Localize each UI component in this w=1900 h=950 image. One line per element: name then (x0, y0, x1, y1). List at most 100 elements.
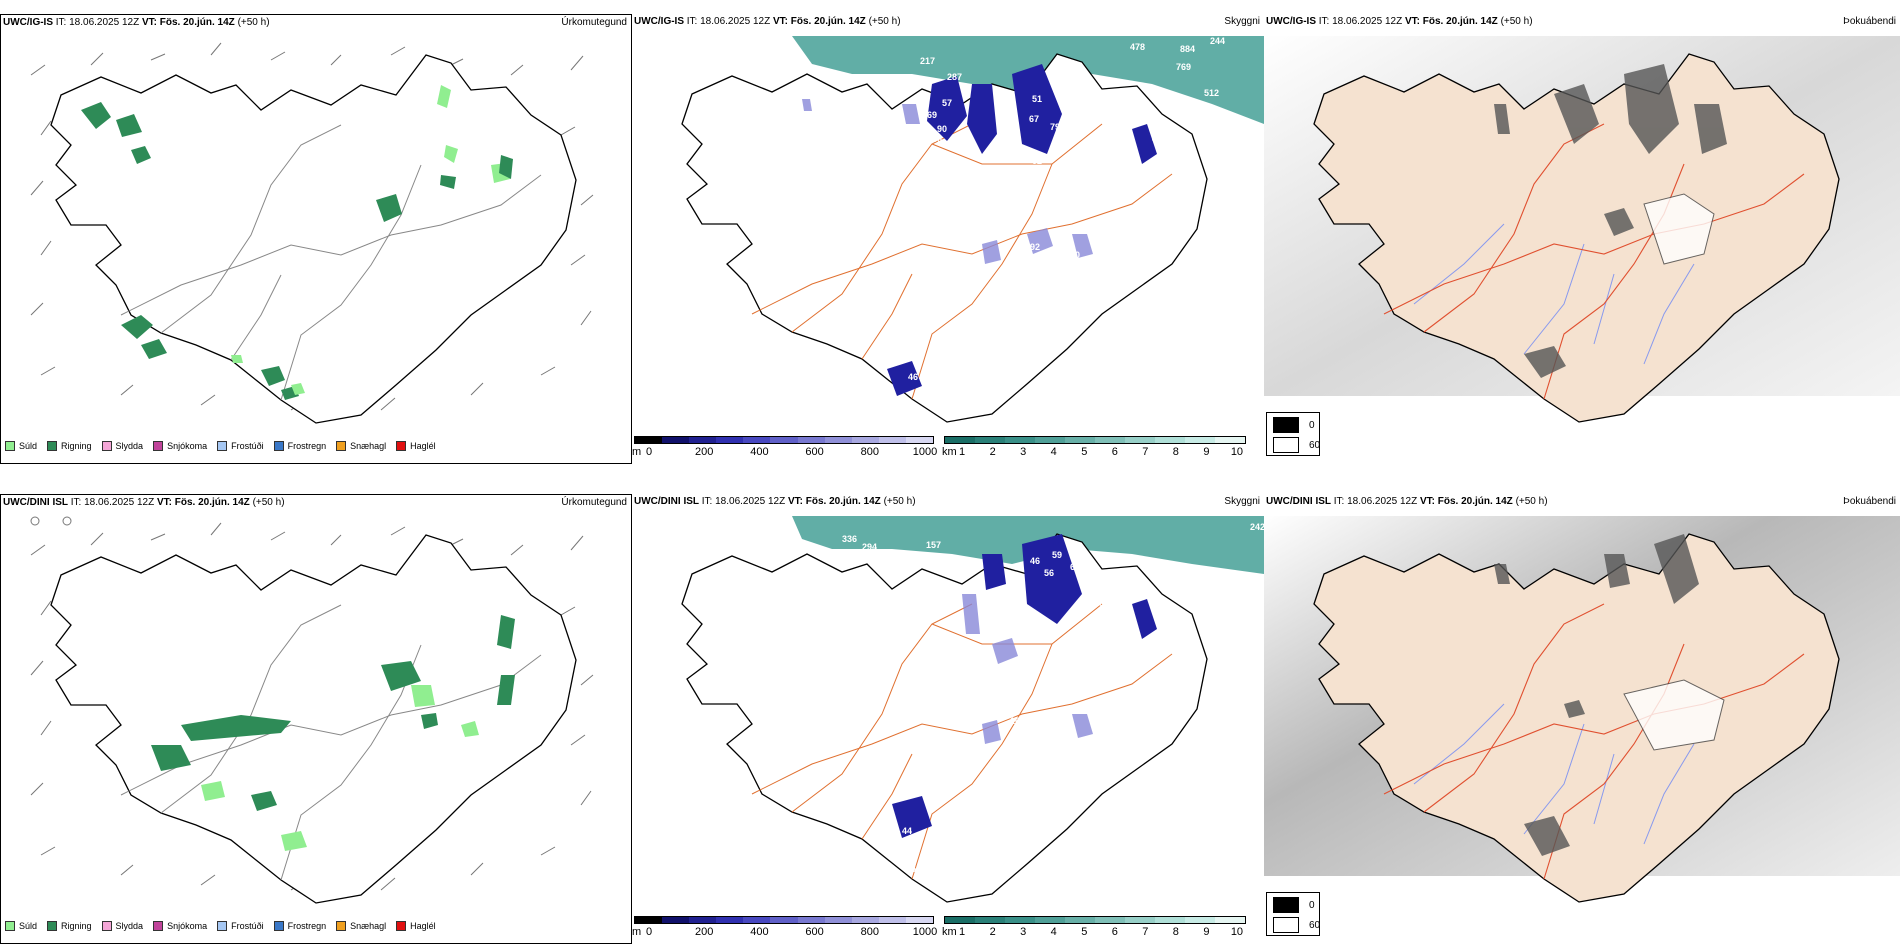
colorbar-tick: 2 (989, 446, 996, 458)
legend-item: Súld (5, 921, 37, 931)
valid-time: Fös. 20.jún. 14Z (1437, 496, 1513, 507)
legend-item: Frostregn (273, 921, 327, 931)
cloud-base-label: 33 (1040, 380, 1050, 390)
colorbar-tick: 600 (805, 446, 824, 458)
cloud-panel-row1: UWC/IG-IS IT: 18.06.2025 12Z VT: Fös. 20… (632, 14, 1264, 464)
lead-time: (+50 h) (252, 497, 285, 508)
colorbar-segment (878, 917, 906, 923)
valid-time: Fös. 20.jún. 14Z (1422, 16, 1498, 27)
colorbar-tick: 10 (1230, 446, 1244, 458)
cloud-base-label: 67 (1029, 114, 1039, 124)
fog-legend-row: 60 (1273, 917, 1320, 933)
valid-time: Fös. 20.jún. 14Z (159, 17, 235, 28)
colorbar-segment (1125, 917, 1155, 923)
colorbar-segment (1155, 437, 1185, 443)
visibility-unit: km (942, 446, 957, 458)
colorbar-tick: 200 (695, 446, 714, 458)
fog-legend-row: 60 (1273, 437, 1320, 453)
cloud-base-label: 79 (1050, 122, 1060, 132)
colorbar-tick: 9 (1203, 446, 1210, 458)
legend-item: Rigning (47, 441, 92, 451)
colorbar-segment (743, 437, 771, 443)
colorbar-segment (716, 917, 744, 923)
cloud-base-label: 46 (908, 372, 918, 382)
valid-label: VT: (1404, 16, 1420, 27)
cloudbase-colorbar: m 0 200 400 600 800 1000 (632, 436, 937, 460)
colorbar-tick: 1 (959, 926, 966, 938)
cloud-base-label: 33 (922, 866, 932, 876)
visibility-colorbar: km 1 2 3 4 5 6 7 8 9 10 (942, 916, 1246, 940)
legend-swatch (396, 921, 407, 931)
legend-label: Snæhagl (350, 441, 387, 451)
legend-swatch (153, 441, 164, 451)
legend-swatch (217, 441, 228, 451)
init-time: IT: 18.06.2025 12Z (701, 496, 786, 507)
legend-swatch (5, 441, 15, 451)
cloud-base-label: 51 (1092, 578, 1102, 588)
colorbar-tick: 7 (1142, 926, 1149, 938)
colorbar-segment (1155, 917, 1185, 923)
cloud-base-label: 68 (1116, 748, 1126, 758)
panel-title: Skyggni (1224, 16, 1260, 27)
colorbar-tick: 1000 (912, 926, 938, 938)
valid-time: Fös. 20.jún. 14Z (805, 496, 881, 507)
fog-legend-row: 0 (1273, 417, 1315, 433)
model-name: UWC/DINI ISL (1266, 496, 1331, 507)
rivers (1413, 703, 1695, 845)
low-cloud-patches (892, 534, 1157, 838)
colorbar-tick: 0 (645, 446, 653, 458)
visibility-unit: km (942, 926, 957, 938)
legend-label: Frostregn (287, 921, 327, 931)
legend-swatch (101, 921, 112, 931)
fog-legend-label: 0 (1309, 419, 1315, 431)
fog-dark-patches (1494, 64, 1727, 378)
legend-swatch (273, 921, 284, 931)
colorbar-tick: 1 (959, 446, 966, 458)
visibility-ticks: 1 2 3 4 5 6 7 8 9 10 (944, 446, 1246, 460)
roads (120, 124, 542, 401)
calm-marker (62, 516, 72, 526)
colorbar-segment (905, 917, 934, 923)
cloud-map: 336 294 157 242 46 59 56 66 51 55 43 08 110 99 16 68 44 4… (681, 516, 1264, 903)
legend-label: Frostúði (231, 921, 264, 931)
colorbar-segment (770, 917, 798, 923)
cloudbase-strip (634, 436, 934, 444)
legend-item: Snjókoma (153, 921, 207, 931)
fog-swatch-light (1273, 917, 1299, 933)
colorbar-segment (975, 917, 1005, 923)
init-time: IT: 18.06.2025 12Z (70, 497, 155, 508)
legend-swatch (396, 441, 407, 451)
colorbar-segment (1095, 437, 1125, 443)
panel-title: Þokuábendi (1843, 496, 1896, 507)
fog-panel-row1: UWC/IG-IS IT: 18.06.2025 12Z VT: Fös. 20… (1264, 14, 1900, 464)
colorbar-segment (878, 437, 906, 443)
colorbar-segment (1005, 917, 1035, 923)
panel-title: Skyggni (1224, 496, 1260, 507)
legend-item: Frostregn (273, 441, 327, 451)
roads (120, 604, 542, 881)
precip-map (30, 42, 594, 424)
colorbar-tick: 10 (1230, 926, 1244, 938)
cloud-base-label: 44 (902, 826, 912, 836)
cloud-base-label: 36 (1016, 376, 1026, 386)
legend-swatch (101, 441, 112, 451)
colorbar-segment (689, 917, 717, 923)
fog-map (1264, 36, 1900, 423)
cloud-base-label: 769 (1176, 62, 1191, 72)
colorbar-segment (1185, 437, 1215, 443)
colorbar-tick: 5 (1081, 446, 1088, 458)
cloud-base-label: 287 (947, 72, 962, 82)
legend-label: Slydda (115, 921, 144, 931)
cloud-labels: 336 294 157 242 46 59 56 66 51 55 43 08 110 99 16 68 44 4… (842, 522, 1264, 876)
cloud-base-label: 51 (1032, 94, 1042, 104)
legend-label: Frostregn (287, 441, 327, 451)
init-time: IT: 18.06.2025 12Z (55, 17, 140, 28)
cloud-base-label: 08 (1036, 620, 1046, 630)
legend-label: Haglél (410, 441, 436, 451)
colorbar-tick: 0 (645, 926, 653, 938)
fog-legend: 0 60 (1266, 892, 1320, 936)
lead-time: (+50 h) (1500, 16, 1533, 27)
legend-item: Snjókoma (153, 441, 207, 451)
